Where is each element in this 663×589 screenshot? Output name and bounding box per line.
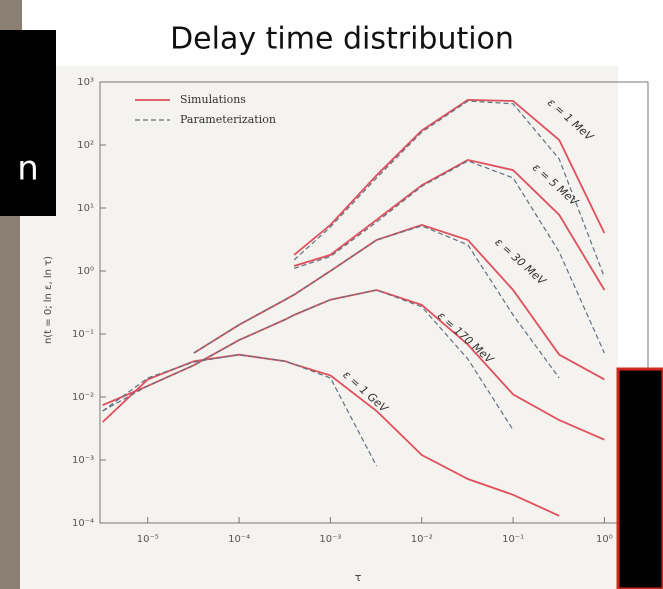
y-axis-label: n(t = 0; ln ε, ln τ) <box>43 256 54 344</box>
x-tick-label: 10⁻² <box>411 534 433 545</box>
panel-text: n <box>17 149 39 189</box>
y-tick-label: 10⁰ <box>77 266 94 277</box>
plot-frame <box>99 81 649 524</box>
curve <box>193 225 560 379</box>
y-tick-label: 10⁻⁴ <box>72 518 94 529</box>
x-tick-label: 10⁻⁵ <box>137 534 159 545</box>
y-tick-label: 10¹ <box>77 203 94 214</box>
plot-image <box>20 66 618 589</box>
curve <box>102 289 605 441</box>
slide-panel <box>0 30 56 216</box>
x-axis-label: τ <box>355 571 362 584</box>
curve <box>293 100 605 278</box>
curve <box>293 158 606 291</box>
curve <box>102 354 378 467</box>
curve <box>102 289 514 431</box>
x-tick-label: 10⁻⁴ <box>228 534 250 545</box>
curve <box>293 98 606 256</box>
legend-label: Simulations <box>180 93 246 106</box>
y-tick-label: 10² <box>77 140 94 151</box>
legend-label: Parameterization <box>180 113 276 126</box>
y-tick-label: 10⁻² <box>72 392 94 403</box>
x-tick-label: 10⁻³ <box>319 534 341 545</box>
chart-title: Delay time distribution <box>170 22 514 57</box>
x-tick-label: 10⁻¹ <box>502 534 524 545</box>
slide-panel <box>616 367 663 589</box>
curve <box>293 160 605 354</box>
y-tick-label: 10⁻³ <box>72 455 94 466</box>
y-tick-label: 10³ <box>77 77 94 88</box>
x-tick-label: 10⁰ <box>596 534 613 545</box>
y-tick-label: 10⁻¹ <box>72 329 94 340</box>
